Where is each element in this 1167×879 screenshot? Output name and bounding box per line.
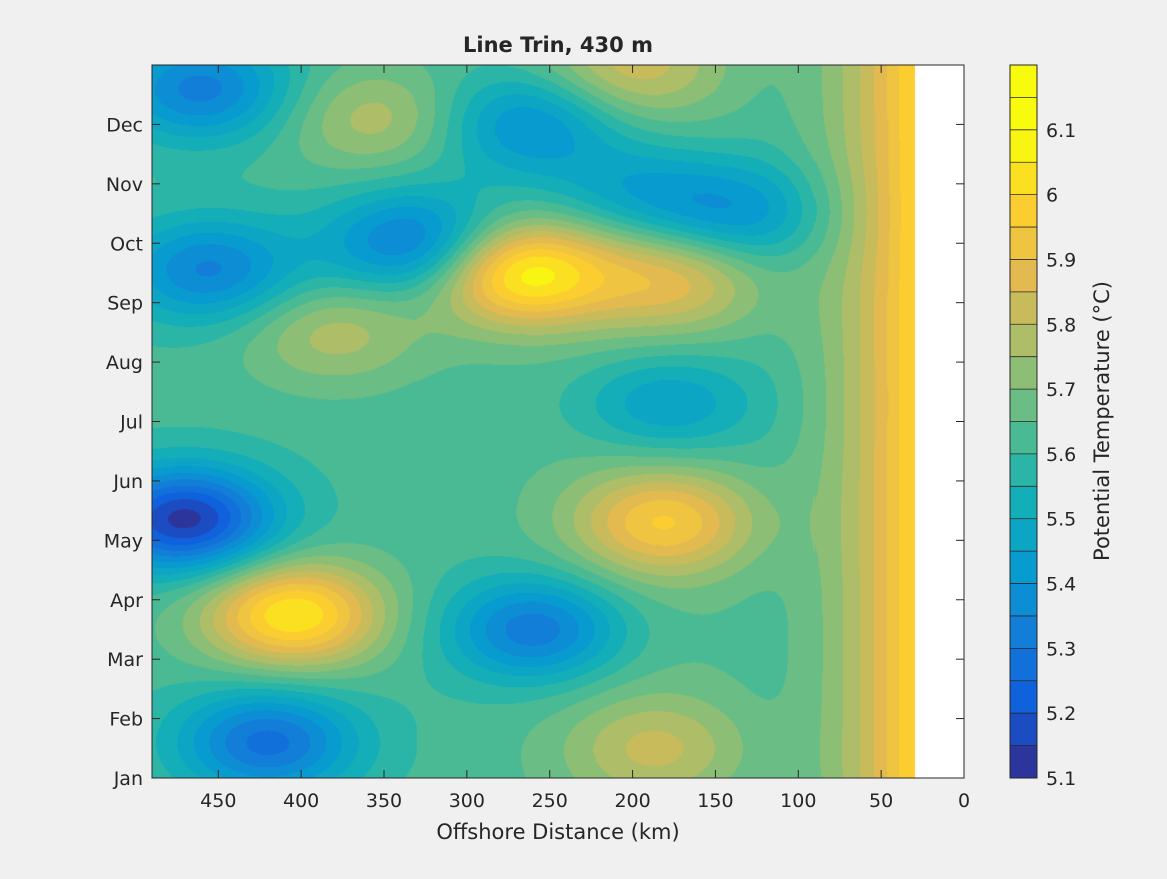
colorbar-segment — [1010, 713, 1037, 747]
y-tick-label: Sep — [107, 293, 143, 315]
colorbar-segment — [1010, 356, 1037, 390]
colorbar-segment — [1010, 583, 1037, 617]
x-tick-label: 300 — [449, 790, 485, 812]
colorbar-segment — [1010, 745, 1037, 779]
colorbar-segment — [1010, 324, 1037, 358]
colorbar-segment — [1010, 551, 1037, 585]
colorbar-segment — [1010, 486, 1037, 520]
y-tick-label: May — [104, 530, 143, 552]
colorbar-tick-label: 5.4 — [1046, 574, 1076, 596]
y-tick-label: Jun — [112, 471, 143, 493]
colorbar-label: Potential Temperature (°C) — [1090, 281, 1114, 561]
colorbar-tick-label: 5.7 — [1046, 379, 1076, 401]
colorbar-tick-label: 5.5 — [1046, 509, 1076, 531]
colorbar-segment — [1010, 129, 1037, 163]
colorbar-tick-label: 5.2 — [1046, 703, 1076, 725]
colorbar-segment — [1010, 453, 1037, 487]
x-tick-label: 250 — [532, 790, 568, 812]
colorbar-segment — [1010, 680, 1037, 714]
colorbar-segment — [1010, 291, 1037, 325]
y-tick-label: Feb — [109, 709, 143, 731]
colorbar-tick-label: 5.9 — [1046, 249, 1076, 271]
colorbar-segment — [1010, 615, 1037, 649]
x-tick-label: 150 — [697, 790, 733, 812]
colorbar-segment — [1010, 259, 1037, 293]
colorbar-tick-label: 5.3 — [1046, 638, 1076, 660]
colorbar-tick-labels: 5.1 5.2 5.3 5.4 5.5 5.6 5.7 5.8 5.9 6 6.1 — [1046, 120, 1076, 790]
x-tick-label: 0 — [958, 790, 970, 812]
colorbar-tick-label: 6.1 — [1046, 120, 1076, 142]
x-tick-label: 200 — [614, 790, 650, 812]
x-axis-label: Offshore Distance (km) — [436, 820, 679, 844]
colorbar-tick-label: 5.6 — [1046, 444, 1076, 466]
y-tick-labels: Jan Feb Mar Apr May Jun Jul Aug Sep Oct Nov Dec — [104, 114, 143, 790]
chart-title: Line Trin, 430 m — [463, 33, 653, 57]
colorbar-segment — [1010, 65, 1037, 98]
colorbar-segment — [1010, 194, 1037, 228]
colorbar-tick-label: 6 — [1046, 185, 1058, 207]
colorbar-segment — [1010, 421, 1037, 455]
colorbar-border — [1009, 64, 1038, 779]
x-tick-label: 50 — [869, 790, 893, 812]
x-tick-label: 400 — [283, 790, 319, 812]
plot-area-border — [151, 64, 965, 779]
colorbar — [1010, 65, 1037, 779]
x-tick-label: 350 — [366, 790, 402, 812]
y-tick-label: Dec — [106, 114, 143, 136]
x-tick-labels: 450 400 350 300 250 200 150 100 50 0 — [200, 790, 970, 812]
y-tick-label: Oct — [110, 233, 143, 255]
colorbar-segment — [1010, 648, 1037, 682]
colorbar-segment — [1010, 227, 1037, 260]
colorbar-segment — [1010, 97, 1037, 131]
y-tick-label: Apr — [110, 590, 143, 612]
y-tick-label: Aug — [106, 352, 143, 374]
y-tick-label: Nov — [106, 174, 143, 196]
y-tick-label: Jul — [119, 412, 143, 434]
colorbar-segment — [1010, 389, 1037, 422]
y-tick-label: Jan — [113, 768, 143, 790]
colorbar-segment — [1010, 518, 1037, 552]
heatmap-field — [152, 65, 964, 778]
x-tick-label: 100 — [780, 790, 816, 812]
colorbar-tick-label: 5.1 — [1046, 768, 1076, 790]
colorbar-tick-label: 5.8 — [1046, 314, 1076, 336]
y-tick-label: Mar — [107, 649, 143, 671]
x-tick-label: 450 — [200, 790, 236, 812]
colorbar-segment — [1010, 162, 1037, 196]
